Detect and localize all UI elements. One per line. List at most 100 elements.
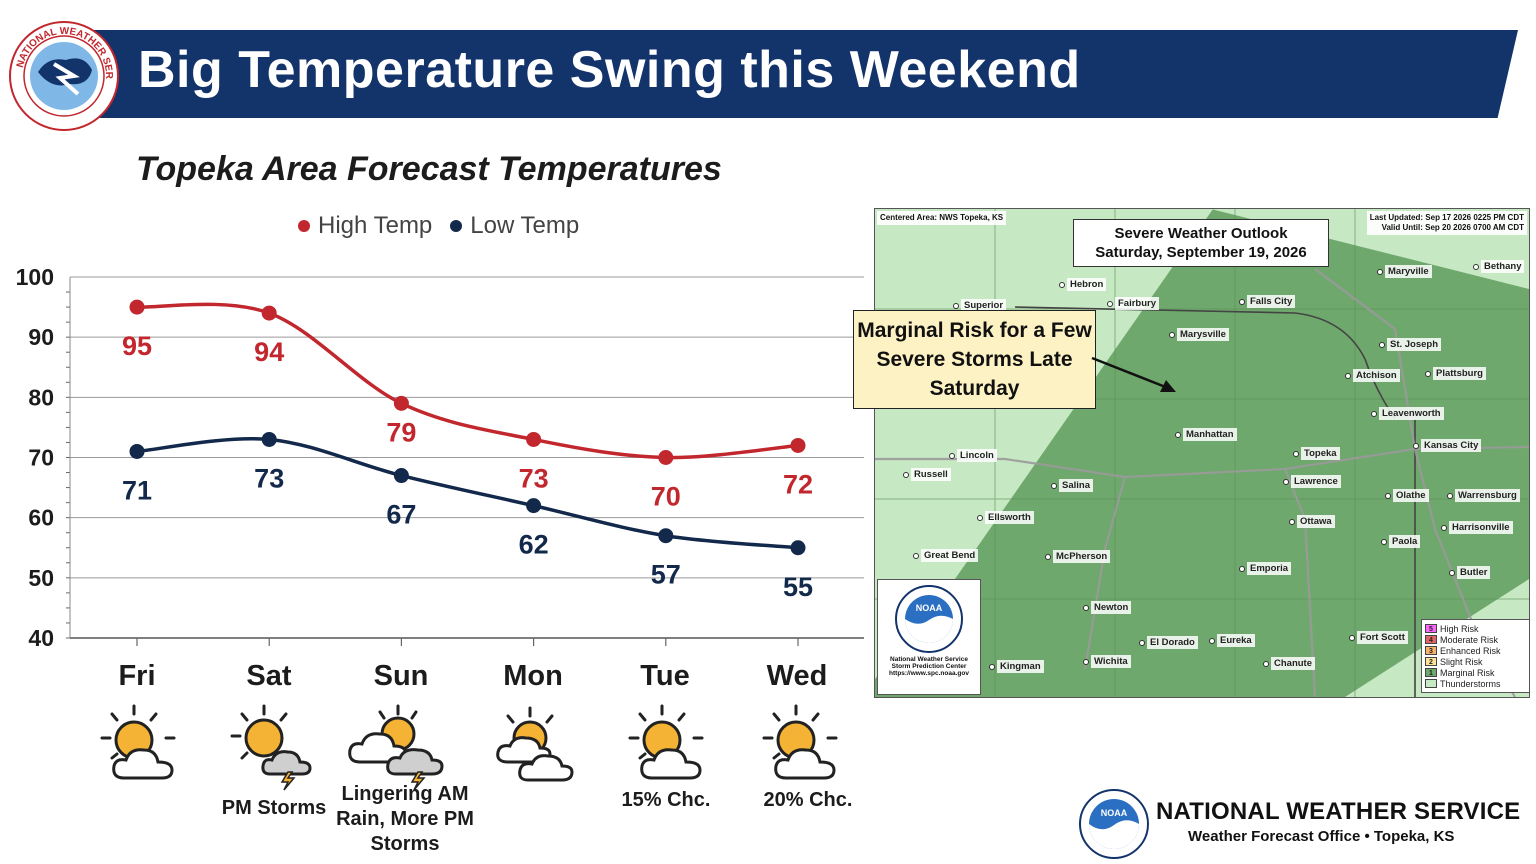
spc-logo-box: NOAA National Weather Service Storm Pred… bbox=[877, 579, 981, 695]
city-label: Kingman bbox=[989, 660, 1044, 673]
high-temp-point bbox=[261, 305, 277, 321]
day-note-sat: PM Storms bbox=[221, 797, 327, 819]
city-label: Atchison bbox=[1345, 369, 1400, 382]
legend-high: High Temp bbox=[298, 212, 432, 240]
risk-legend-row: Thunderstorms bbox=[1425, 678, 1528, 689]
high-temp-label: 70 bbox=[651, 482, 681, 512]
partly-sunny-icon bbox=[628, 704, 704, 780]
city-label: Great Bend bbox=[912, 549, 979, 562]
city-label: Manhattan bbox=[1175, 428, 1237, 441]
risk-swatch: 2 bbox=[1425, 657, 1437, 666]
city-label: Topeka bbox=[1293, 447, 1340, 460]
city-label: Kansas City bbox=[1412, 439, 1482, 452]
map-title: Severe Weather Outlook Saturday, Septemb… bbox=[1073, 219, 1329, 267]
city-label: Fort Scott bbox=[1349, 631, 1408, 644]
high-temp-point bbox=[393, 395, 409, 411]
day-name: Wed bbox=[766, 660, 828, 692]
chart-title: Topeka Area Forecast Temperatures bbox=[136, 150, 722, 188]
marginal-risk-callout: Marginal Risk for a Few Severe Storms La… bbox=[853, 310, 1096, 409]
map-title-line2: Saturday, September 19, 2026 bbox=[1095, 244, 1307, 261]
high-temp-label: 73 bbox=[519, 463, 549, 493]
low-temp-label: 62 bbox=[519, 530, 549, 560]
y-tick-label: 80 bbox=[28, 384, 54, 410]
day-name: Mon bbox=[503, 660, 563, 692]
day-sun: Sun bbox=[336, 660, 466, 693]
day-fri: Fri bbox=[72, 660, 202, 693]
legend-low: Low Temp bbox=[450, 212, 579, 240]
spc-text-2: Storm Prediction Center bbox=[891, 663, 967, 670]
risk-label: High Risk bbox=[1440, 623, 1479, 634]
day-sat: Sat bbox=[204, 660, 334, 693]
city-label: Superior bbox=[952, 299, 1007, 312]
city-label: Butler bbox=[1448, 566, 1491, 579]
y-tick-label: 40 bbox=[28, 625, 54, 651]
city-label: Paola bbox=[1380, 535, 1421, 548]
city-label: Hebron bbox=[1058, 278, 1107, 291]
city-label: Chanute bbox=[1263, 657, 1315, 670]
risk-legend-row: 4 Moderate Risk bbox=[1425, 634, 1528, 645]
high-temp-point bbox=[790, 437, 806, 453]
legend-low-label: Low Temp bbox=[470, 212, 580, 239]
page-title: Big Temperature Swing this Weekend bbox=[138, 41, 1081, 99]
risk-swatch: 4 bbox=[1425, 635, 1437, 644]
legend-low-dot bbox=[450, 220, 463, 232]
low-temp-point bbox=[658, 528, 674, 544]
map-valid-until: Valid Until: Sep 20 2026 0700 AM CDT bbox=[1381, 223, 1524, 232]
high-temp-label: 72 bbox=[783, 469, 813, 499]
high-temp-point bbox=[129, 299, 145, 315]
city-label: Salina bbox=[1051, 479, 1093, 492]
partly-sunny-storm-icon bbox=[230, 704, 312, 791]
city-label: Bethany bbox=[1472, 260, 1525, 273]
risk-legend: 5 High Risk 4 Moderate Risk 3 Enhanced Risk… bbox=[1421, 619, 1529, 693]
noaa-logo-icon: NOAA bbox=[895, 585, 963, 653]
svg-text:NOAA: NOAA bbox=[1101, 808, 1128, 818]
risk-swatch: 1 bbox=[1425, 668, 1437, 677]
city-label: Plattsburg bbox=[1425, 367, 1486, 380]
risk-label: Thunderstorms bbox=[1440, 678, 1501, 689]
city-label: Fairbury bbox=[1106, 297, 1160, 310]
city-label: Russell bbox=[903, 468, 951, 481]
day-name: Tue bbox=[640, 660, 690, 692]
y-tick-label: 100 bbox=[16, 264, 54, 290]
high-temp-label: 79 bbox=[386, 417, 416, 447]
partly-sunny-icon bbox=[762, 704, 838, 780]
callout-arrow-icon bbox=[1091, 356, 1176, 392]
risk-swatch: 5 bbox=[1425, 624, 1437, 633]
city-label: Olathe bbox=[1385, 489, 1429, 502]
day-name: Sat bbox=[246, 660, 292, 692]
low-temp-point bbox=[393, 468, 409, 484]
low-temp-label: 67 bbox=[386, 500, 416, 530]
footer-title: NATIONAL WEATHER SERVICE bbox=[1156, 798, 1521, 825]
map-centered-area: Centered Area: NWS Topeka, KS bbox=[877, 211, 1007, 225]
low-temp-label: 55 bbox=[783, 572, 813, 602]
risk-legend-row: 2 Slight Risk bbox=[1425, 656, 1528, 667]
city-label: Emporia bbox=[1238, 562, 1292, 575]
severe-weather-outlook-map: Centered Area: NWS Topeka, KS Last Updat… bbox=[874, 208, 1530, 698]
high-temp-label: 95 bbox=[122, 331, 152, 361]
risk-swatch bbox=[1425, 679, 1437, 688]
low-temp-label: 57 bbox=[651, 560, 681, 590]
risk-swatch: 3 bbox=[1425, 646, 1437, 655]
day-note-tue: 15% Chc. bbox=[621, 789, 711, 811]
risk-legend-row: 1 Marginal Risk bbox=[1425, 667, 1528, 678]
city-label: Ellsworth bbox=[977, 511, 1034, 524]
day-tue: Tue bbox=[600, 660, 730, 693]
day-wed: Wed bbox=[732, 660, 862, 693]
title-banner bbox=[60, 30, 1518, 118]
day-name: Fri bbox=[118, 660, 156, 692]
map-timestamps: Last Updated: Sep 17 2026 0225 PM CDT Va… bbox=[1366, 211, 1527, 235]
city-label: Ottawa bbox=[1289, 515, 1335, 528]
cloudy-storm-icon bbox=[348, 704, 444, 791]
city-label: St. Joseph bbox=[1378, 338, 1442, 351]
partly-sunny-icon bbox=[100, 704, 176, 780]
high-temp-point bbox=[526, 431, 542, 447]
city-label: Warrensburg bbox=[1447, 489, 1520, 502]
legend-high-label: High Temp bbox=[318, 212, 433, 239]
map-title-line1: Severe Weather Outlook bbox=[1114, 225, 1288, 242]
y-tick-label: 70 bbox=[28, 445, 54, 471]
day-note-wed: 20% Chc. bbox=[763, 789, 853, 811]
city-label: Lawrence bbox=[1283, 475, 1341, 488]
city-label: Falls City bbox=[1238, 295, 1296, 308]
spc-text-3: https://www.spc.noaa.gov bbox=[889, 670, 969, 677]
high-temp-point bbox=[658, 450, 674, 465]
